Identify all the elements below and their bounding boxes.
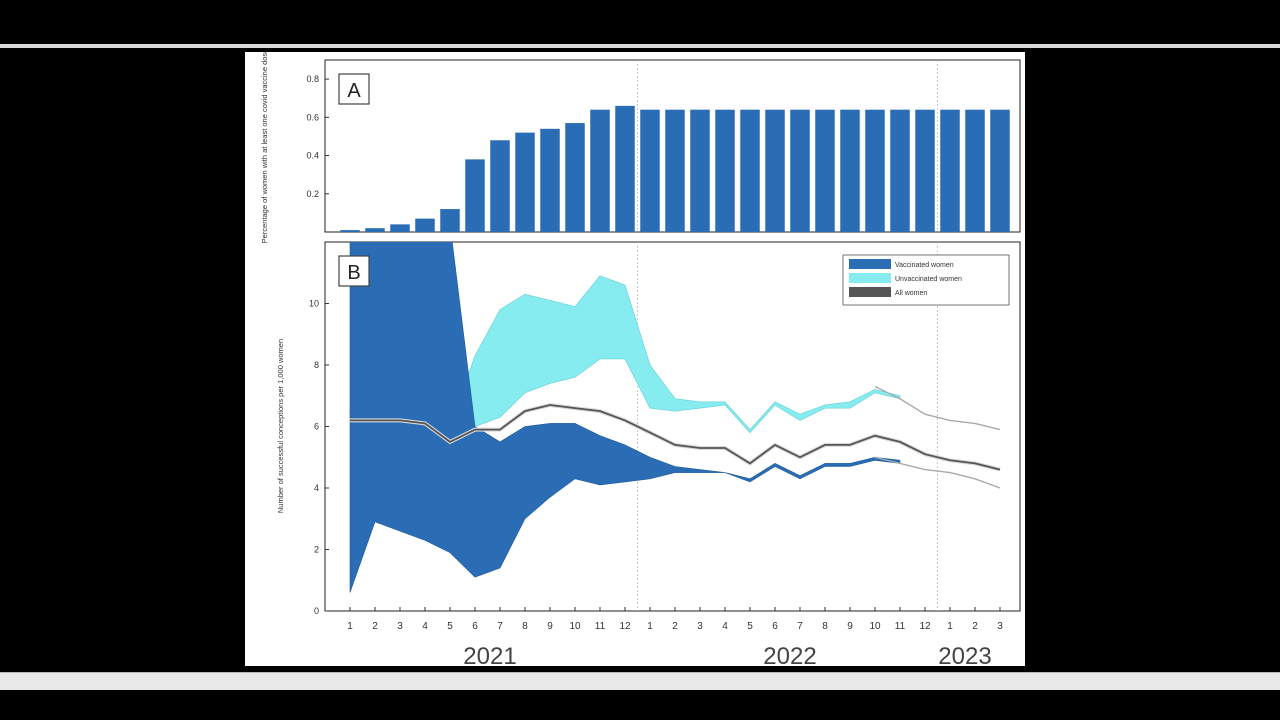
panel-a-label-text: A (347, 80, 361, 102)
panel-b-xtick-label: 1 (347, 621, 353, 632)
panel-a-bar (815, 109, 835, 232)
panel-a-label-box (338, 73, 370, 105)
panel-a-bar (915, 109, 935, 232)
panel-a-bar (665, 109, 685, 232)
panel-a-bar (390, 224, 410, 232)
figure-panel: A 0.2 0.4 0.6 0.8 Percentage of women with … (245, 49, 1025, 670)
legend-swatch (849, 273, 891, 283)
panel-a-bar (840, 109, 860, 232)
bottom-black-bar (0, 690, 1280, 720)
panel-b-ylabel: Number of successful conceptions per 1,0… (276, 339, 285, 513)
panel-a-bar (415, 218, 435, 232)
panel-b-year-labels: 2021 2022 2023 (463, 643, 991, 670)
panel-a-bar (965, 109, 985, 232)
panel-b-lines (350, 385, 1001, 489)
panel-a-bar (790, 109, 810, 232)
panel-b-label-text: B (347, 262, 360, 284)
panel-b-xtick-label: 1 (947, 621, 953, 632)
panel-b-ytick-label: 10 (309, 299, 319, 309)
panel-b-label-box (338, 255, 370, 287)
panel-a-label: A (338, 73, 370, 105)
panel-b-ytick-label: 0 (314, 606, 319, 616)
panel-b-xtick-label: 5 (747, 621, 753, 632)
panel-b-xticks: 1 2 3 4 5 6 7 8 9 10 11 12 1 2 3 4 5 6 7 8 9 10 11 12 1 2 3 (347, 607, 1003, 632)
all-women-line (350, 404, 1001, 471)
panel-a-bar (715, 109, 735, 232)
legend-label: Vaccinated women (895, 262, 954, 269)
panel-a-ylabel: Percentage of women with at least one co… (260, 52, 269, 243)
panel-b-xtick-label: 9 (547, 621, 553, 632)
panel-b-ytick-label: 8 (314, 360, 319, 370)
panel-b-xtick-label: 8 (822, 621, 828, 632)
panel-b-xtick-label: 7 (497, 621, 503, 632)
panel-a-bar (765, 109, 785, 232)
panel-b-xtick-label: 12 (619, 621, 631, 632)
panel-b-xtick-label: 7 (797, 621, 803, 632)
panel-a-bar (940, 109, 960, 232)
legend-swatch (849, 287, 891, 297)
panel-b-ytick-label: 2 (314, 545, 319, 555)
panel-b-xtick-label: 3 (997, 621, 1003, 632)
panel-a-bar (890, 109, 910, 232)
panel-a-bars (340, 105, 1010, 232)
panel-b-xtick-label: 5 (447, 621, 453, 632)
panel-b-ytick-label: 4 (314, 483, 319, 493)
panel-a-bar (565, 123, 585, 232)
legend-label: All women (895, 290, 927, 297)
panel-b-xtick-label: 9 (847, 621, 853, 632)
panel-b-legend: Vaccinated women Unvaccinated women All wo… (842, 254, 1010, 306)
panel-a-bar (865, 109, 885, 232)
panel-b-xtick-label: 3 (397, 621, 403, 632)
panel-b-xtick-label: 11 (595, 621, 606, 632)
panel-a-grid (637, 60, 938, 232)
top-divider (0, 44, 1280, 48)
panel-a-bar (440, 209, 460, 232)
panel-a-bar (365, 228, 385, 232)
panel-a-ytick-label: 0.8 (306, 74, 319, 84)
panel-a-bar (465, 159, 485, 232)
figure-svg: A 0.2 0.4 0.6 0.8 Percentage of women with … (260, 49, 1021, 670)
panel-a-yticks: 0.2 0.4 0.6 0.8 (306, 74, 329, 199)
panel-b-xtick-label: 4 (722, 621, 728, 632)
status-strip (0, 672, 1280, 690)
panel-a-bar (690, 109, 710, 232)
panel-b-xtick-label: 2 (372, 621, 378, 632)
panel-b-xtick-label: 12 (919, 621, 931, 632)
year-label: 2023 (938, 643, 991, 666)
panel-b-label: B (338, 255, 370, 287)
panel-a-bar (340, 230, 360, 232)
panel-a-ytick-label: 0.2 (306, 189, 319, 199)
panel-a-ytick-label: 0.4 (306, 151, 319, 161)
panel-b-xtick-label: 1 (647, 621, 653, 632)
panel-a-bar (615, 105, 635, 232)
panel-b-xtick-label: 10 (569, 621, 581, 632)
legend-swatch (849, 259, 891, 269)
panel-a-bar (590, 109, 610, 232)
panel-b-xtick-label: 10 (869, 621, 881, 632)
legend-label: Unvaccinated women (895, 276, 962, 283)
panel-b-xtick-label: 2 (672, 621, 678, 632)
panel-a-bar (515, 132, 535, 232)
year-label: 2021 (463, 643, 516, 666)
panel-b-xtick-label: 2 (972, 621, 978, 632)
year-label: 2022 (763, 643, 816, 666)
panel-b-ytick-label: 6 (314, 422, 319, 432)
panel-b-xtick-label: 6 (772, 621, 778, 632)
all-women-upper-line (874, 385, 1001, 431)
panel-a-bar (490, 140, 510, 232)
panel-b-xtick-label: 3 (697, 621, 703, 632)
top-black-bar (0, 0, 1280, 44)
all-women-lower-line (874, 456, 1001, 489)
panel-a-bar (640, 109, 660, 232)
panel-a-ytick-label: 0.6 (306, 112, 319, 122)
panel-b-xtick-label: 6 (472, 621, 478, 632)
panel-b-xtick-label: 8 (522, 621, 528, 632)
panel-b-xtick-label: 11 (895, 621, 906, 632)
panel-a-bar (540, 128, 560, 232)
panel-a-bar (740, 109, 760, 232)
panel-b-yticks: 0 2 4 6 8 10 (309, 299, 329, 616)
panel-a-bar (990, 109, 1010, 232)
panel-b-xtick-label: 4 (422, 621, 428, 632)
